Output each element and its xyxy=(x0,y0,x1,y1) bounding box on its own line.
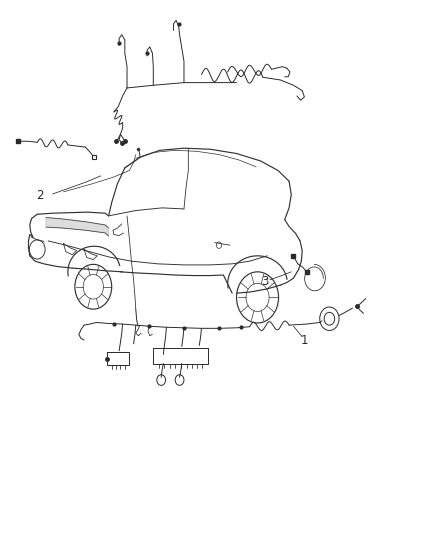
Text: 3: 3 xyxy=(261,275,268,288)
Text: 2: 2 xyxy=(35,189,43,202)
Polygon shape xyxy=(46,217,109,236)
Text: 1: 1 xyxy=(300,334,308,346)
